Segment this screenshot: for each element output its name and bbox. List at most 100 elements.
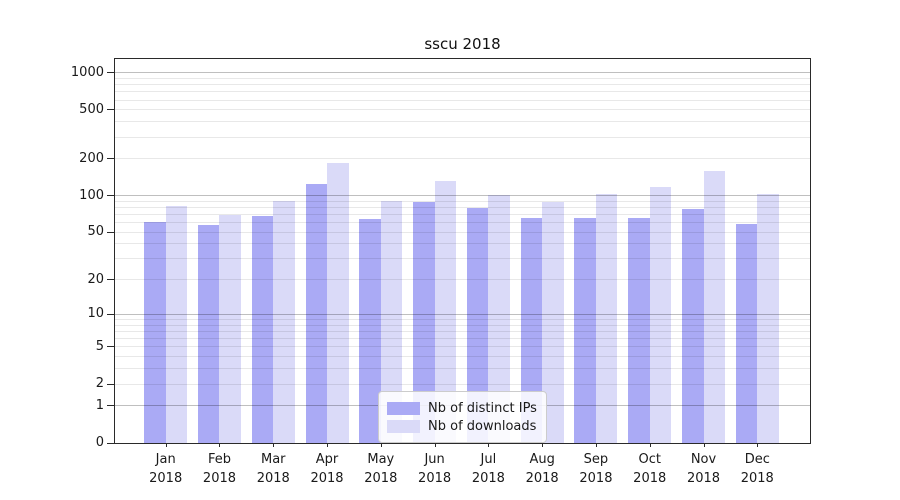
y-tick-5 [107,346,115,348]
x-tick-jul [488,443,490,447]
month-year: 2018 [256,471,290,486]
month-year: 2018 [418,471,452,486]
gridline-300 [115,136,810,138]
bar-nb-of-downloads-aug [542,201,564,443]
bar-nb-of-downloads-jul [488,194,510,443]
bar-nb-of-distinct-ips-sep [574,217,596,443]
y-tick-20 [107,279,115,281]
y-tick-1 [107,405,115,407]
bar-nb-of-distinct-ips-feb [197,225,220,443]
month-name: Dec [744,452,770,467]
plot-area: Nb of distinct IPs Nb of downloads [114,58,811,444]
month-name: May [367,452,395,467]
gridline-80 [115,207,810,208]
gridline-100 [115,195,810,197]
gridline-900 [115,77,810,79]
month-name: Mar [260,452,286,467]
month-name: Sep [583,452,609,467]
gridline-1000 [115,72,810,74]
bar-nb-of-distinct-ips-mar [251,216,274,443]
gridline-400 [115,121,810,123]
y-tick-label-200: 200 [79,150,104,166]
y-tick-label-5: 5 [95,338,104,354]
y-tick-label-100: 100 [79,187,104,203]
y-tick-label-1000: 1000 [70,64,104,80]
y-tick-2 [107,383,115,385]
month-name: Jun [424,452,445,467]
bar-nb-of-distinct-ips-apr [305,183,328,443]
legend-label-downloads: Nb of downloads [428,418,537,434]
gridline-2 [115,383,810,385]
y-tick-label-20: 20 [87,271,104,287]
gridline-60 [115,222,810,224]
bar-nb-of-downloads-dec [757,194,779,443]
month-year: 2018 [525,471,559,486]
bar-nb-of-downloads-nov [703,171,725,443]
gridline-800 [115,84,810,86]
y-tick-label-0: 0 [95,435,104,450]
month-year: 2018 [633,471,667,486]
month-name: Jan [155,452,176,467]
bar-nb-of-distinct-ips-nov [682,208,704,443]
bar-nb-of-distinct-ips-jan [144,221,166,443]
x-tick-label-oct: Oct 2018 [610,450,690,488]
y-tick-1000 [107,72,115,74]
x-tick-mar [273,443,275,447]
month-year: 2018 [740,471,774,486]
x-tick-feb [219,443,221,447]
gridline-90 [115,200,810,202]
gridline-5 [115,346,810,348]
x-tick-label-may: May 2018 [341,450,421,488]
gridline-30 [115,258,810,260]
x-tick-sep [595,443,597,447]
month-name: Jul [480,452,497,467]
y-tick-200 [107,158,115,160]
x-tick-nov [703,443,705,447]
x-tick-label-sep: Sep 2018 [556,450,636,488]
x-tick-jan [165,443,167,447]
gridline-500 [115,109,810,111]
gridline-50 [115,231,810,233]
gridline-20 [115,279,810,281]
gridline-7 [115,331,810,333]
bar-nb-of-distinct-ips-may [359,218,381,443]
legend-swatch-distinct-ips [387,401,420,415]
bar-nb-of-downloads-sep [595,194,618,443]
x-tick-label-jul: Jul 2018 [448,450,528,488]
x-tick-aug [542,443,544,447]
legend: Nb of distinct IPs Nb of downloads [378,391,547,443]
month-name: Aug [529,452,555,467]
x-tick-label-jan: Jan 2018 [126,450,206,488]
bar-nb-of-downloads-jan [165,205,188,443]
month-year: 2018 [310,471,344,486]
month-name: Nov [690,452,717,467]
gridline-40 [115,243,810,245]
month-name: Feb [207,452,231,467]
y-tick-label-2: 2 [95,376,104,392]
bar-nb-of-downloads-may [380,200,403,443]
bar-nb-of-downloads-feb [219,214,241,443]
gridline-8 [115,324,810,326]
gridline-6 [115,338,810,340]
legend-label-distinct-ips: Nb of distinct IPs [428,400,537,416]
bar-nb-of-downloads-mar [273,201,295,443]
x-tick-label-nov: Nov 2018 [664,450,744,488]
x-tick-label-feb: Feb 2018 [179,450,259,488]
gridline-4 [115,356,810,358]
month-year: 2018 [149,471,183,486]
gridline-700 [115,91,810,93]
bar-nb-of-downloads-jun [434,180,457,443]
y-tick-10 [107,313,115,315]
y-tick-label-1: 1 [95,397,104,413]
y-tick-label-500: 500 [79,101,104,117]
x-tick-dec [757,443,759,447]
bar-nb-of-downloads-apr [327,163,349,443]
month-year: 2018 [471,471,505,486]
gridline-9 [115,319,810,321]
gridline-200 [115,158,810,160]
legend-swatch-downloads [387,419,420,433]
x-tick-label-jun: Jun 2018 [395,450,475,488]
month-year: 2018 [202,471,237,486]
month-name: Apr [315,452,339,467]
